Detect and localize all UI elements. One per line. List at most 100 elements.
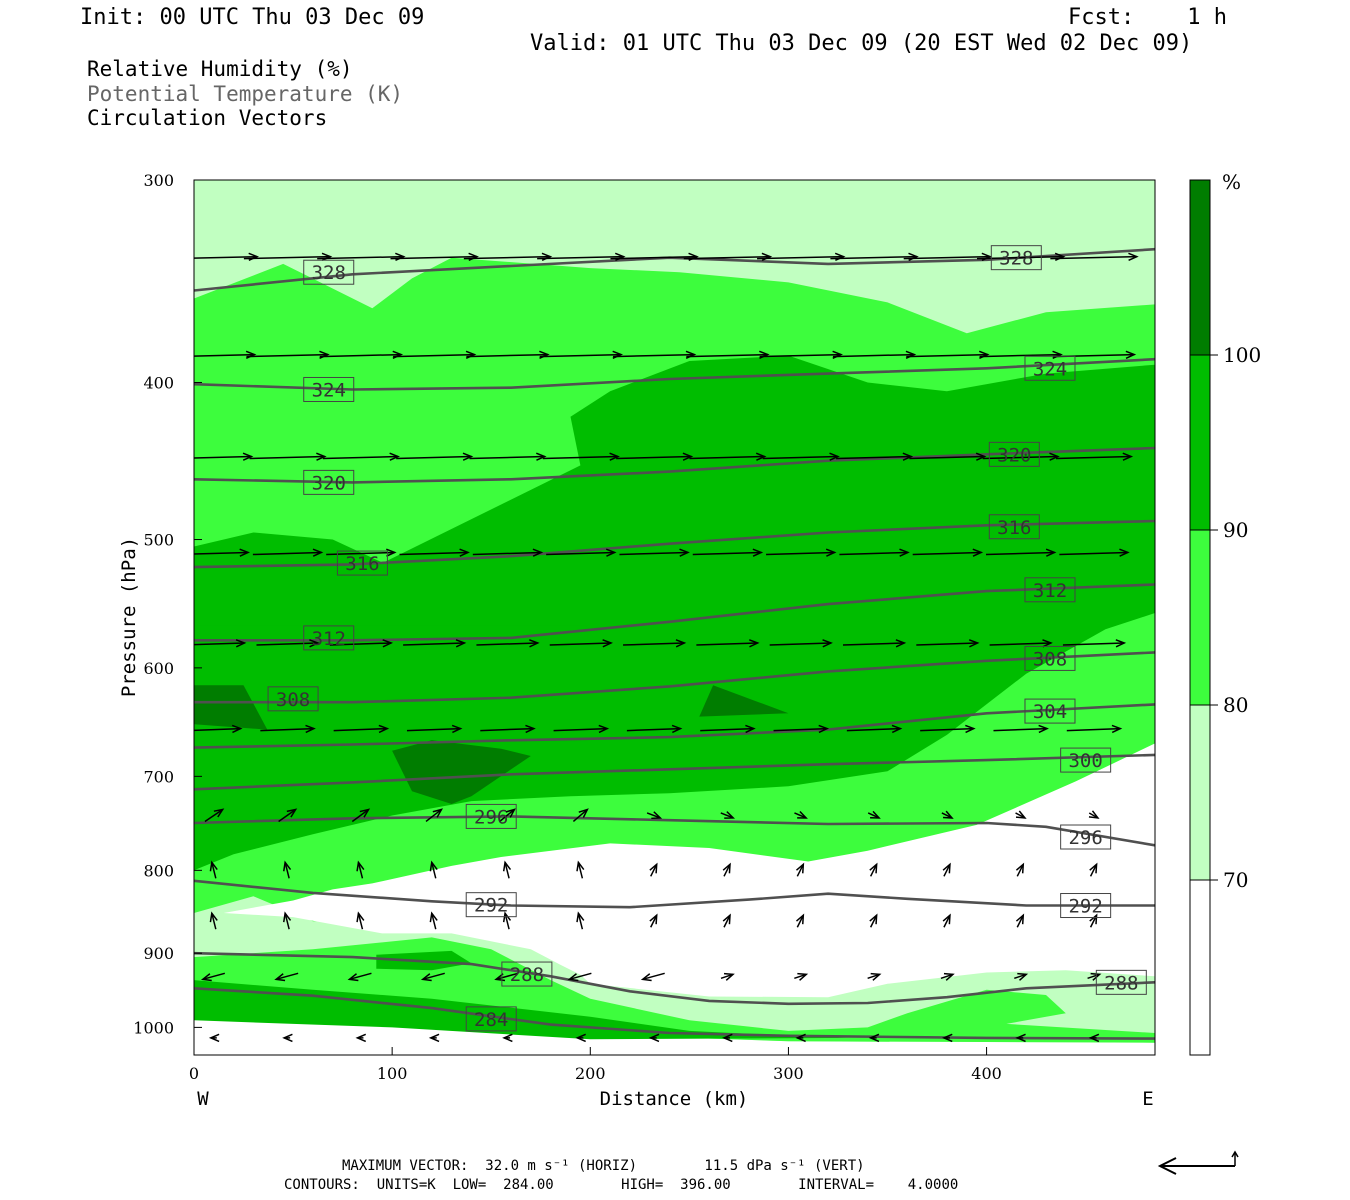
vector-head [429,860,438,872]
vector-shaft [333,727,388,732]
vector-head [282,911,292,923]
vector-head [1122,452,1134,461]
plot-frame [193,179,1156,1056]
circulation-vector [194,724,243,734]
circulation-vector [469,452,547,461]
vector-head [943,810,954,819]
theta-label-box [303,259,355,285]
vector-shaft [480,727,534,732]
relative-humidity-fill [194,180,1155,1055]
theta-label-296: 296 [1060,824,1112,850]
circulation-vector [1088,810,1100,819]
circulation-vector [942,1033,953,1043]
theta-label-box [303,469,355,495]
vector-head [1128,252,1139,262]
circulation-vector [499,808,516,823]
circulation-vector [942,862,951,877]
circulation-vector [1014,972,1029,981]
circulation-vector [649,913,658,928]
theta-label-box [988,441,1040,467]
y-tick-label: 900 [143,944,174,963]
vector-head [724,811,736,819]
theta-label-288: 288 [501,961,553,987]
vector-head [502,1033,513,1043]
theta-label-text: 328 [999,248,1033,270]
circulation-vector [542,452,620,461]
vector-head [943,972,955,981]
theta-label-text: 312 [312,628,346,650]
circulation-vector [626,724,683,734]
vector-shaft [619,551,688,556]
vector-head [429,911,438,923]
vector-head [239,548,250,557]
theta-label-300: 300 [1060,747,1112,773]
circulation-vector [480,724,536,734]
vector-shaft [472,551,542,556]
vector-head [605,548,617,557]
vector-shaft [211,913,217,930]
forecast-hour: Fcst: 1 h [1068,5,1227,30]
vector-head [420,973,432,982]
vector-head [378,724,390,734]
vector-head [356,860,365,872]
circulation-vector [985,548,1057,557]
vector-shaft [260,727,314,732]
theta-label-324: 324 [1024,355,1076,381]
circulation-vector [260,724,316,734]
circulation-vector [476,639,540,648]
vector-shaft [903,255,991,260]
circulation-vector [356,911,365,930]
vector-shaft [626,727,681,732]
vector-shaft [431,913,437,930]
vector-shaft [720,812,734,819]
vector-shaft [202,972,226,981]
vector-shaft [466,353,548,358]
vector-shaft [1066,727,1121,732]
theta-label-text: 312 [1033,580,1067,602]
theta-label-text: 320 [312,472,346,494]
vector-shaft [646,812,661,819]
circulation-vector [502,1033,513,1043]
vector-head [602,639,613,648]
vector-head [459,548,470,557]
vector-shaft [249,455,325,460]
vector-head [282,1033,293,1043]
circulation-vector [425,808,444,823]
vector-head [529,639,540,648]
circulation-vector [722,1033,733,1043]
theta-label-text: 324 [312,379,346,401]
circulation-vector [204,808,225,823]
vector-shaft [393,353,475,358]
circulation-vector [649,862,658,877]
vector-shaft [616,455,692,460]
vector-shaft [846,727,901,732]
vector-head [1038,724,1049,734]
theta-label-text: 324 [1033,358,1067,380]
x-axis-label: Distance (km) [600,1088,749,1110]
vector-head [1119,548,1130,557]
theta-label-box [336,550,388,576]
rh-region-rh_ge100 [194,685,268,730]
circulation-vector [278,808,298,823]
circulation-vector [623,639,687,648]
circulation-vector [993,724,1049,734]
vector-head [286,808,298,818]
vector-head [309,639,320,648]
vector-head [235,639,247,648]
vector-shaft [832,353,915,358]
theta-contour-296 [194,815,1155,847]
vector-shaft [495,972,519,981]
vector-shaft [275,972,299,981]
circulation-vector [1050,252,1139,262]
vector-head [1015,1033,1026,1043]
theta-label-284: 284 [465,1006,517,1032]
circulation-vector [940,972,955,981]
vector-shaft [194,727,241,732]
circulation-vector [572,808,589,823]
vector-shaft [796,864,804,877]
vector-head [428,1033,440,1043]
valid-time: Valid: 01 UTC Thu 03 Dec 09 (20 EST Wed … [530,31,1193,56]
vector-shaft [399,551,469,556]
vector-head [679,548,690,557]
vector-head [640,973,652,982]
